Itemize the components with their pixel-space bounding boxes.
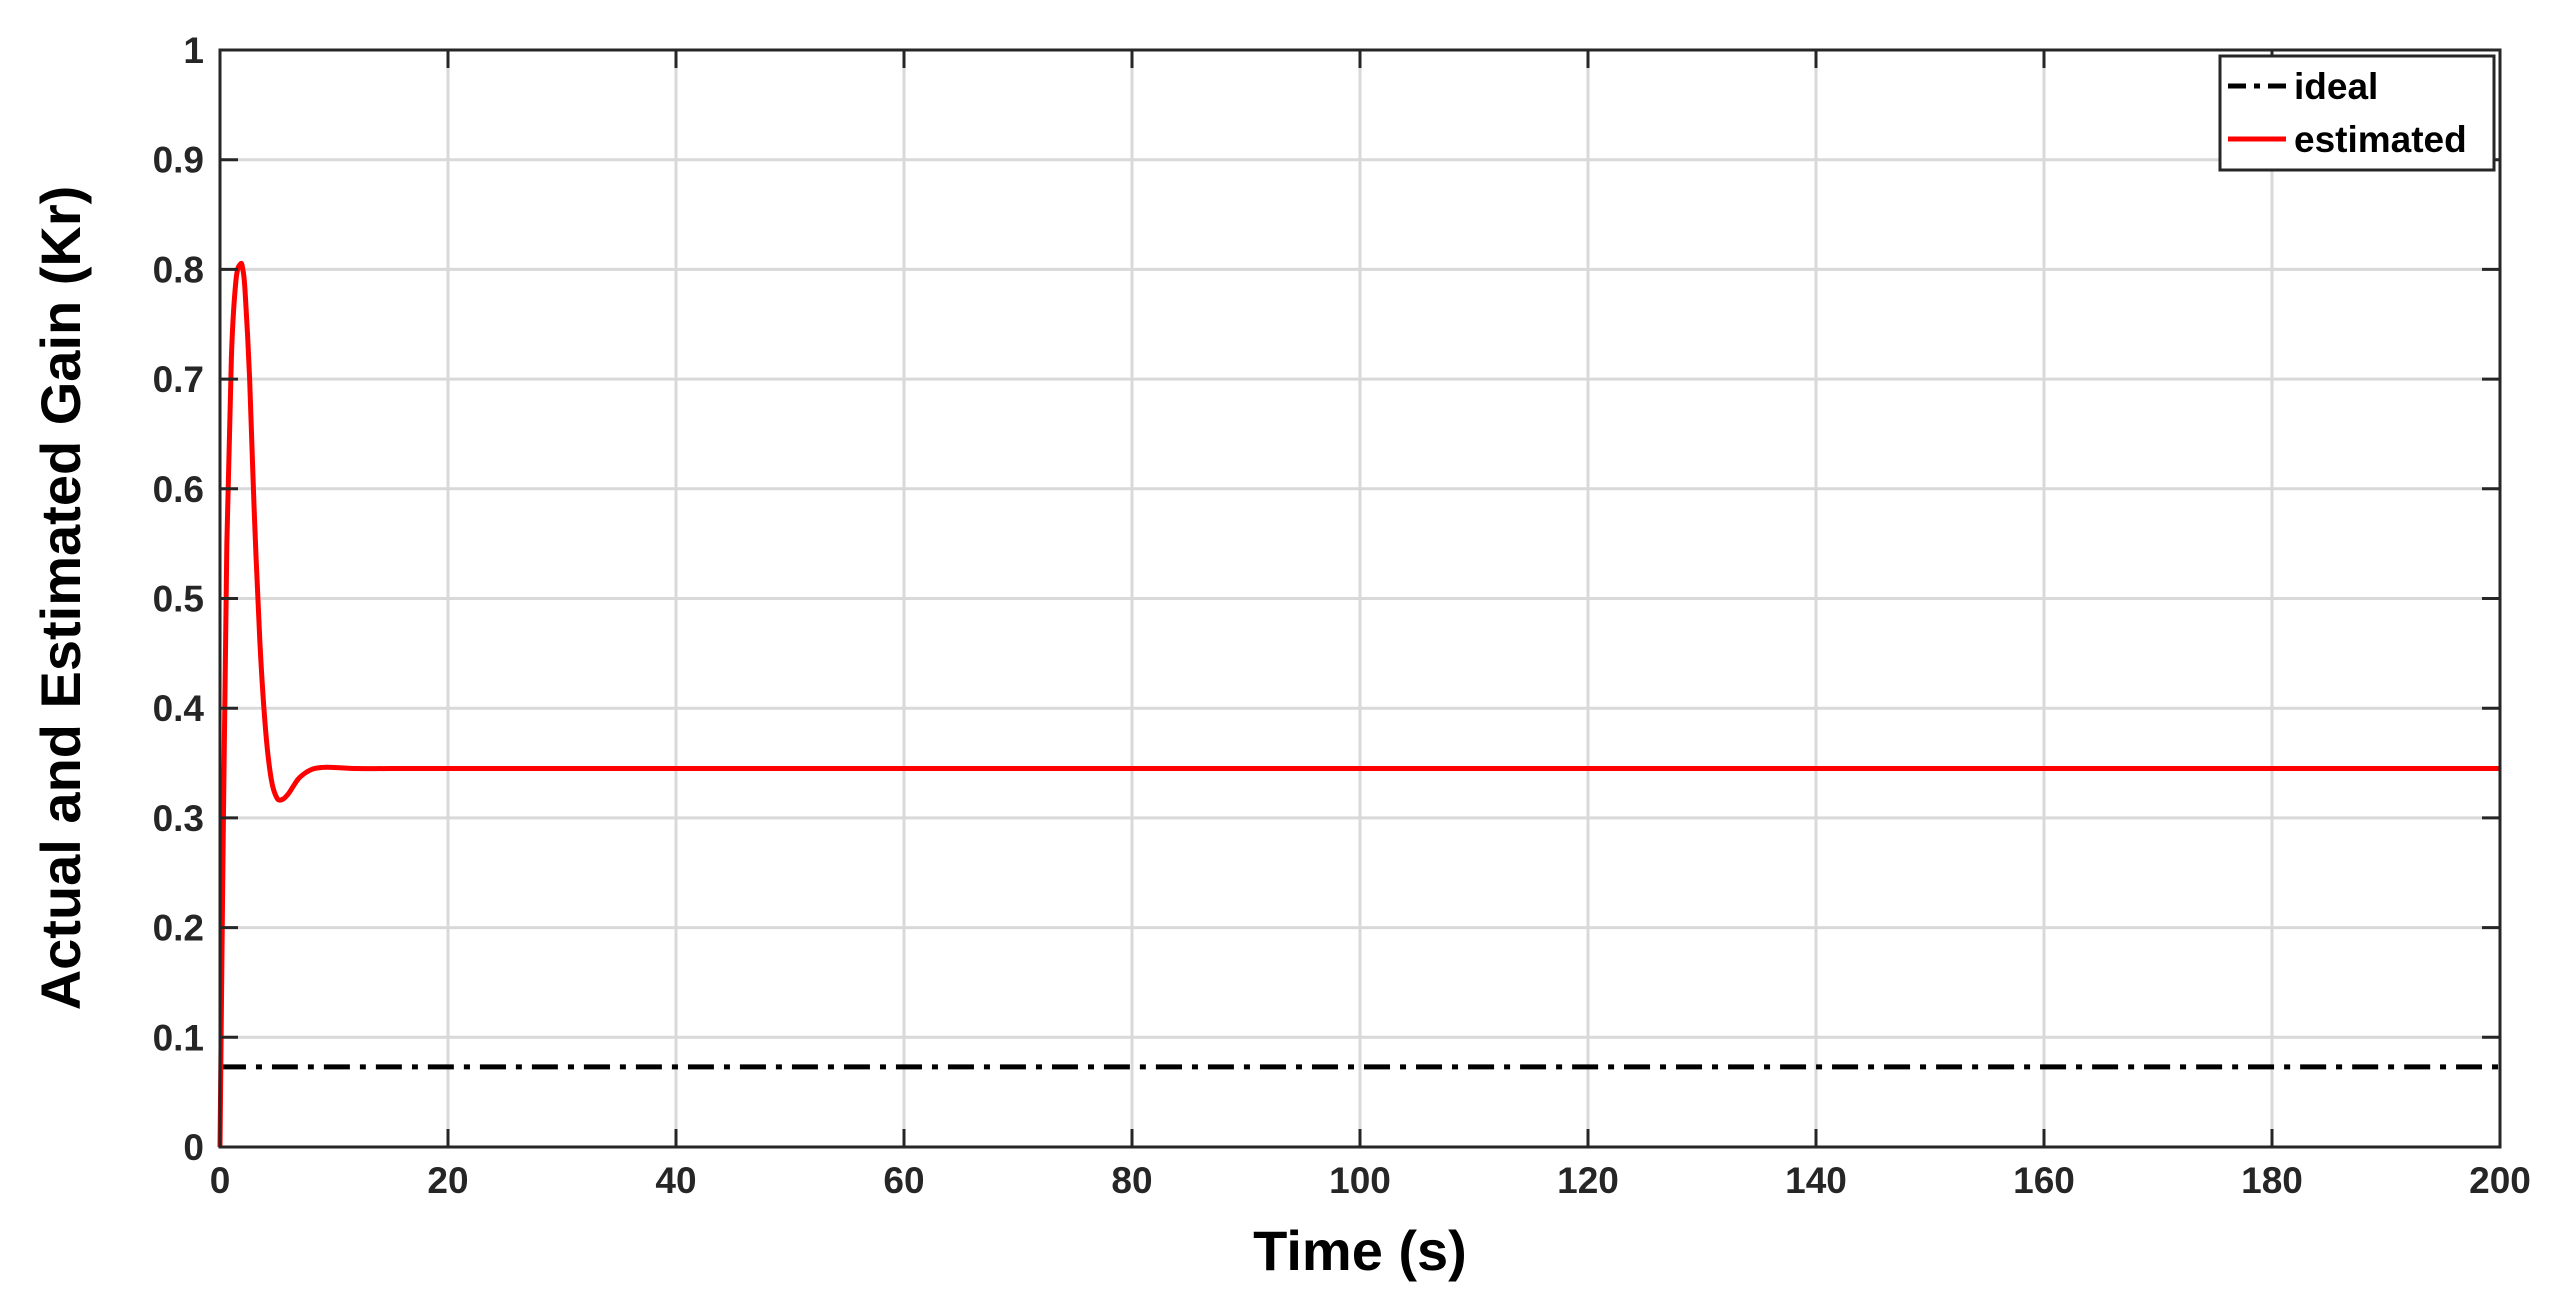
- y-tick-label: 0: [183, 1127, 204, 1168]
- x-tick-label: 140: [1785, 1160, 1847, 1201]
- y-tick-label: 0.2: [153, 908, 204, 949]
- x-tick-label: 180: [2241, 1160, 2303, 1201]
- y-tick-label: 0.3: [153, 798, 204, 839]
- y-axis-label: Actual and Estimated Gain (Kr): [29, 186, 92, 1011]
- x-tick-label: 160: [2013, 1160, 2075, 1201]
- x-tick-label: 80: [1111, 1160, 1152, 1201]
- y-tick-label: 0.6: [153, 469, 204, 510]
- y-tick-label: 0.5: [153, 579, 204, 620]
- legend-label-estimated: estimated: [2294, 119, 2467, 160]
- y-tick-label: 0.4: [153, 688, 205, 729]
- y-tick-label: 0.8: [153, 249, 204, 290]
- y-tick-label: 1: [183, 30, 204, 71]
- y-tick-label: 0.1: [153, 1017, 204, 1058]
- x-tick-label: 100: [1329, 1160, 1391, 1201]
- legend: ideal estimated: [2218, 54, 2496, 172]
- x-tick-label: 60: [883, 1160, 924, 1201]
- x-tick-label: 0: [210, 1160, 231, 1201]
- x-tick-label: 20: [427, 1160, 468, 1201]
- y-tick-label: 0.7: [153, 359, 204, 400]
- legend-box: [2218, 54, 2496, 172]
- x-tick-label: 120: [1557, 1160, 1619, 1201]
- series-line-estimated: [217, 260, 2500, 1148]
- legend-label-ideal: ideal: [2294, 66, 2378, 107]
- x-tick-label: 200: [2469, 1160, 2531, 1201]
- series-layer: [217, 260, 2500, 1148]
- x-tick-label: 40: [655, 1160, 696, 1201]
- x-axis-label: Time (s): [1253, 1219, 1467, 1282]
- grid: [220, 50, 2500, 1147]
- y-tick-label: 0.9: [153, 140, 204, 181]
